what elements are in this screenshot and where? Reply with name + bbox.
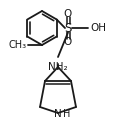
Text: O: O <box>64 9 72 19</box>
Text: CH₃: CH₃ <box>9 40 27 50</box>
Text: N: N <box>54 109 62 119</box>
Text: NH₂: NH₂ <box>48 62 68 72</box>
Text: OH: OH <box>90 23 106 33</box>
Text: O: O <box>64 37 72 47</box>
Text: H: H <box>63 109 70 119</box>
Text: S: S <box>64 22 72 34</box>
